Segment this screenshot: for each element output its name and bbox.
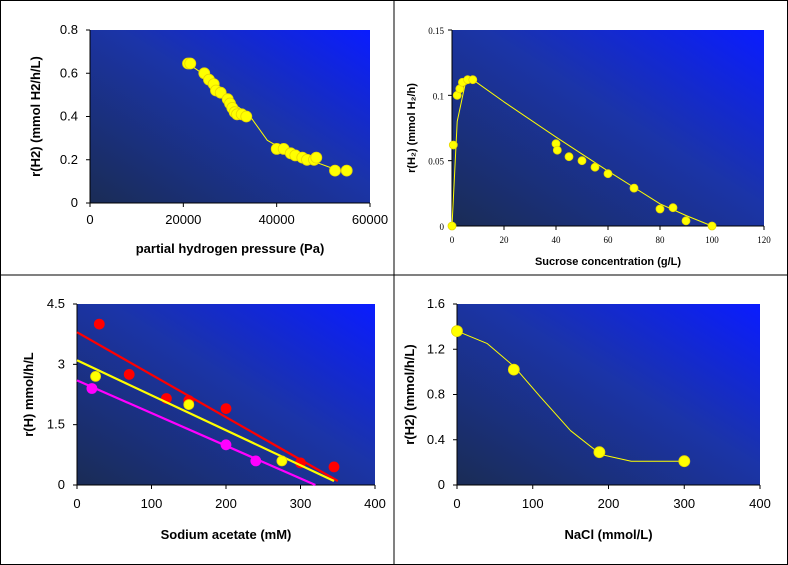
- x-tick-label: 60: [604, 235, 614, 245]
- y-axis-label: r(H) mmol/h/L: [21, 352, 36, 437]
- data-point: [90, 370, 101, 382]
- y-tick-label: 0.05: [428, 157, 444, 167]
- y-tick-label: 0: [71, 195, 78, 210]
- trend-line: [76, 359, 335, 482]
- y-tick-label: 0: [58, 477, 65, 492]
- x-tick-label: 200: [215, 496, 237, 511]
- x-axis-label: partial hydrogen pressure (Pa): [136, 241, 325, 256]
- y-tick-label: 0: [438, 477, 445, 492]
- x-tick-label: 0: [450, 235, 455, 245]
- x-tick-label: 300: [673, 496, 695, 511]
- data-point: [707, 221, 717, 231]
- data-point: [603, 169, 613, 179]
- x-tick-label: 200: [598, 496, 620, 511]
- data-point: [250, 455, 262, 467]
- y-axis-label: r(H2) (mmol/h/L): [402, 344, 417, 444]
- y-tick-label: 0.8: [60, 22, 78, 37]
- data-point: [564, 152, 574, 162]
- x-tick-label: 120: [757, 235, 771, 245]
- data-point: [328, 461, 340, 473]
- data-point: [678, 455, 691, 468]
- x-tick-label: 100: [705, 235, 719, 245]
- trend-line: [76, 379, 316, 487]
- x-tick-label: 400: [749, 496, 771, 511]
- data-point: [448, 140, 458, 150]
- data-point: [593, 446, 606, 459]
- x-tick-label: 20: [500, 235, 510, 245]
- data-point: [240, 110, 253, 123]
- data-point: [468, 75, 478, 85]
- chart-h2-vs-sucrose: 0 0.05 0.1 0.15 0 20 40 60 80 100 120 Sucrose conce…: [406, 26, 771, 268]
- data-point: [329, 164, 341, 177]
- data-point: [668, 203, 678, 213]
- data-point: [276, 455, 288, 467]
- plot-area: [452, 30, 764, 226]
- data-point: [681, 216, 691, 226]
- y-tick-label: 0.4: [427, 432, 445, 447]
- data-point: [447, 221, 457, 231]
- data-point: [93, 318, 105, 330]
- y-tick-label: 0.15: [428, 26, 444, 36]
- x-tick-label: 100: [522, 496, 544, 511]
- y-tick-label: 0.8: [427, 387, 445, 402]
- x-axis-label: NaCl (mmol/L): [564, 527, 652, 542]
- data-point: [655, 204, 665, 214]
- x-axis-label: Sodium acetate (mM): [161, 527, 292, 542]
- y-tick-label: 1.6: [427, 296, 445, 311]
- data-point: [590, 162, 600, 172]
- data-point: [451, 325, 463, 338]
- data-point: [310, 151, 323, 164]
- x-tick-label: 300: [290, 496, 312, 511]
- chart-h2-vs-nacl: 0 0.4 0.8 1.2 1.6 0 100 200 300 400 NaCl (mmol/L) r…: [402, 296, 771, 542]
- chart-h-vs-sodium-acetate: 0 1.5 3 4.5 0 100 200 300 400 Sodium acetate (mM)…: [21, 296, 386, 542]
- data-point: [220, 439, 232, 451]
- data-point: [86, 383, 98, 394]
- plot-area: [77, 304, 375, 485]
- y-tick-label: 1.5: [47, 417, 65, 432]
- data-point: [340, 164, 353, 177]
- x-tick-label: 40000: [259, 212, 295, 227]
- data-point: [577, 156, 587, 166]
- data-point: [220, 403, 232, 415]
- trend-line: [76, 331, 339, 482]
- y-tick-label: 0.6: [60, 65, 78, 80]
- x-tick-label: 80: [656, 235, 666, 245]
- y-tick-label: 4.5: [47, 296, 65, 311]
- y-tick-label: 0.2: [60, 152, 78, 167]
- y-tick-label: 0.1: [433, 91, 444, 101]
- x-tick-label: 0: [73, 496, 80, 511]
- plot-area: [90, 30, 370, 203]
- data-point: [123, 368, 135, 380]
- trend-line: [456, 330, 685, 462]
- data-point: [507, 363, 520, 376]
- data-point: [552, 145, 562, 155]
- x-tick-label: 0: [86, 212, 93, 227]
- y-axis-label: r(H2) (mmol H2/h/L): [28, 56, 43, 177]
- x-axis-label: Sucrose concentration (g/L): [535, 256, 681, 268]
- y-tick-label: 1.2: [427, 341, 445, 356]
- x-tick-label: 60000: [352, 212, 388, 227]
- y-axis-label: r(H₂) (mmol H₂/h): [406, 83, 418, 173]
- y-tick-label: 0.4: [60, 109, 78, 124]
- x-tick-label: 100: [141, 496, 163, 511]
- data-point: [183, 399, 195, 411]
- plot-area: [457, 304, 760, 485]
- y-tick-label: 3: [58, 356, 65, 371]
- data-point: [629, 183, 639, 193]
- y-tick-label: 0: [440, 222, 445, 232]
- x-tick-label: 20000: [165, 212, 201, 227]
- x-tick-label: 0: [453, 496, 460, 511]
- x-tick-label: 400: [364, 496, 386, 511]
- chart-h2-vs-pressure: 0 0.2 0.4 0.6 0.8 0 20000 40000 60000 partial hyd…: [28, 22, 388, 256]
- x-tick-label: 40: [552, 235, 562, 245]
- data-point: [184, 57, 197, 70]
